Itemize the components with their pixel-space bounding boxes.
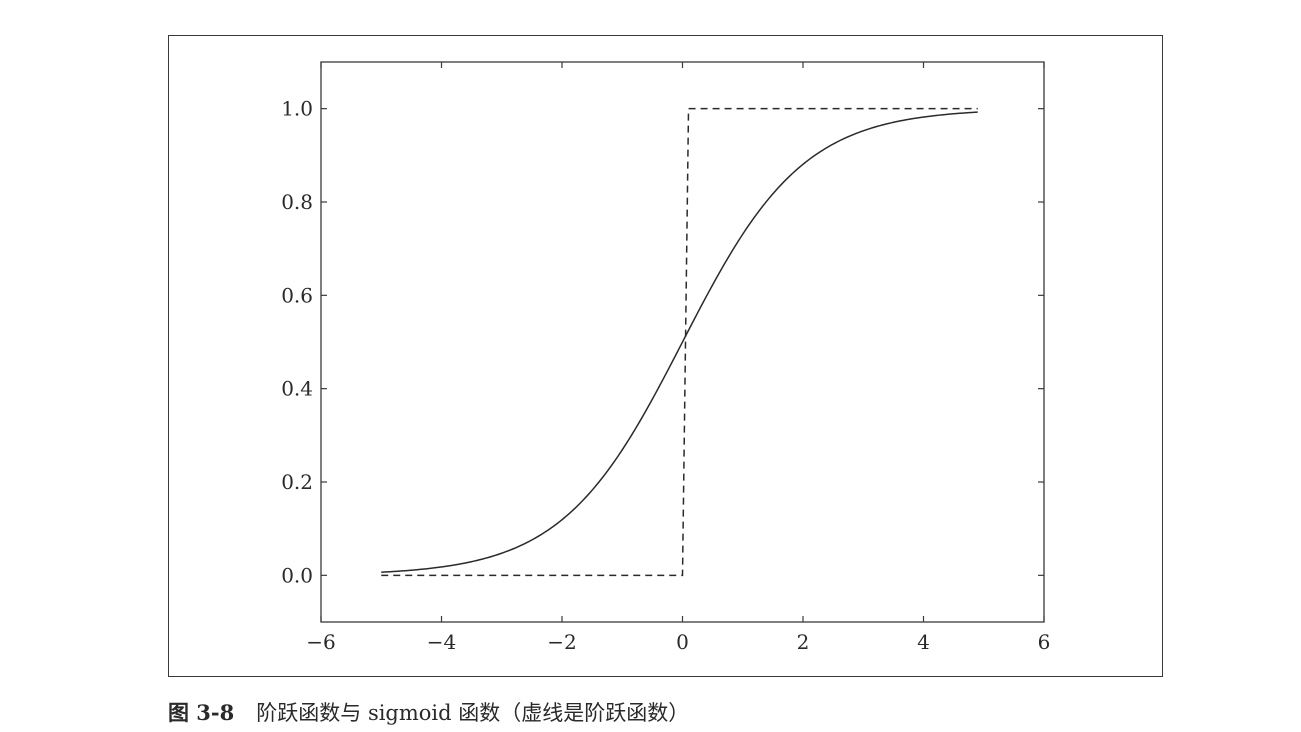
step-line — [381, 107, 978, 577]
x-tick-label: −4 — [427, 630, 456, 654]
y-tick-label: 0.6 — [281, 283, 313, 307]
y-tick-label: 0.0 — [281, 563, 313, 587]
x-tick-label: 2 — [797, 630, 810, 654]
x-tick-label: 6 — [1038, 630, 1051, 654]
x-tick-label: 0 — [676, 630, 689, 654]
y-tick-label: 1.0 — [281, 97, 313, 121]
caption-label: 图 3-8 — [168, 700, 235, 725]
y-axis: 0.0 0.2 0.4 0.6 0.8 1.0 — [281, 97, 1044, 587]
y-tick-label: 0.2 — [281, 470, 313, 494]
figure-frame — [168, 35, 1163, 677]
y-tick-label: 0.8 — [281, 190, 313, 214]
series-layer — [381, 107, 978, 577]
x-tick-label: −6 — [306, 630, 335, 654]
sigmoid-line — [381, 111, 978, 573]
x-axis: −6 −4 −2 0 2 4 6 — [306, 62, 1050, 654]
x-tick-label: −2 — [547, 630, 576, 654]
x-tick-label: 4 — [917, 630, 930, 654]
figure-caption: 图 3-8 阶跃函数与 sigmoid 函数（虚线是阶跃函数） — [168, 697, 689, 727]
y-tick-label: 0.4 — [281, 377, 313, 401]
caption-text: 阶跃函数与 sigmoid 函数（虚线是阶跃函数） — [256, 701, 690, 725]
